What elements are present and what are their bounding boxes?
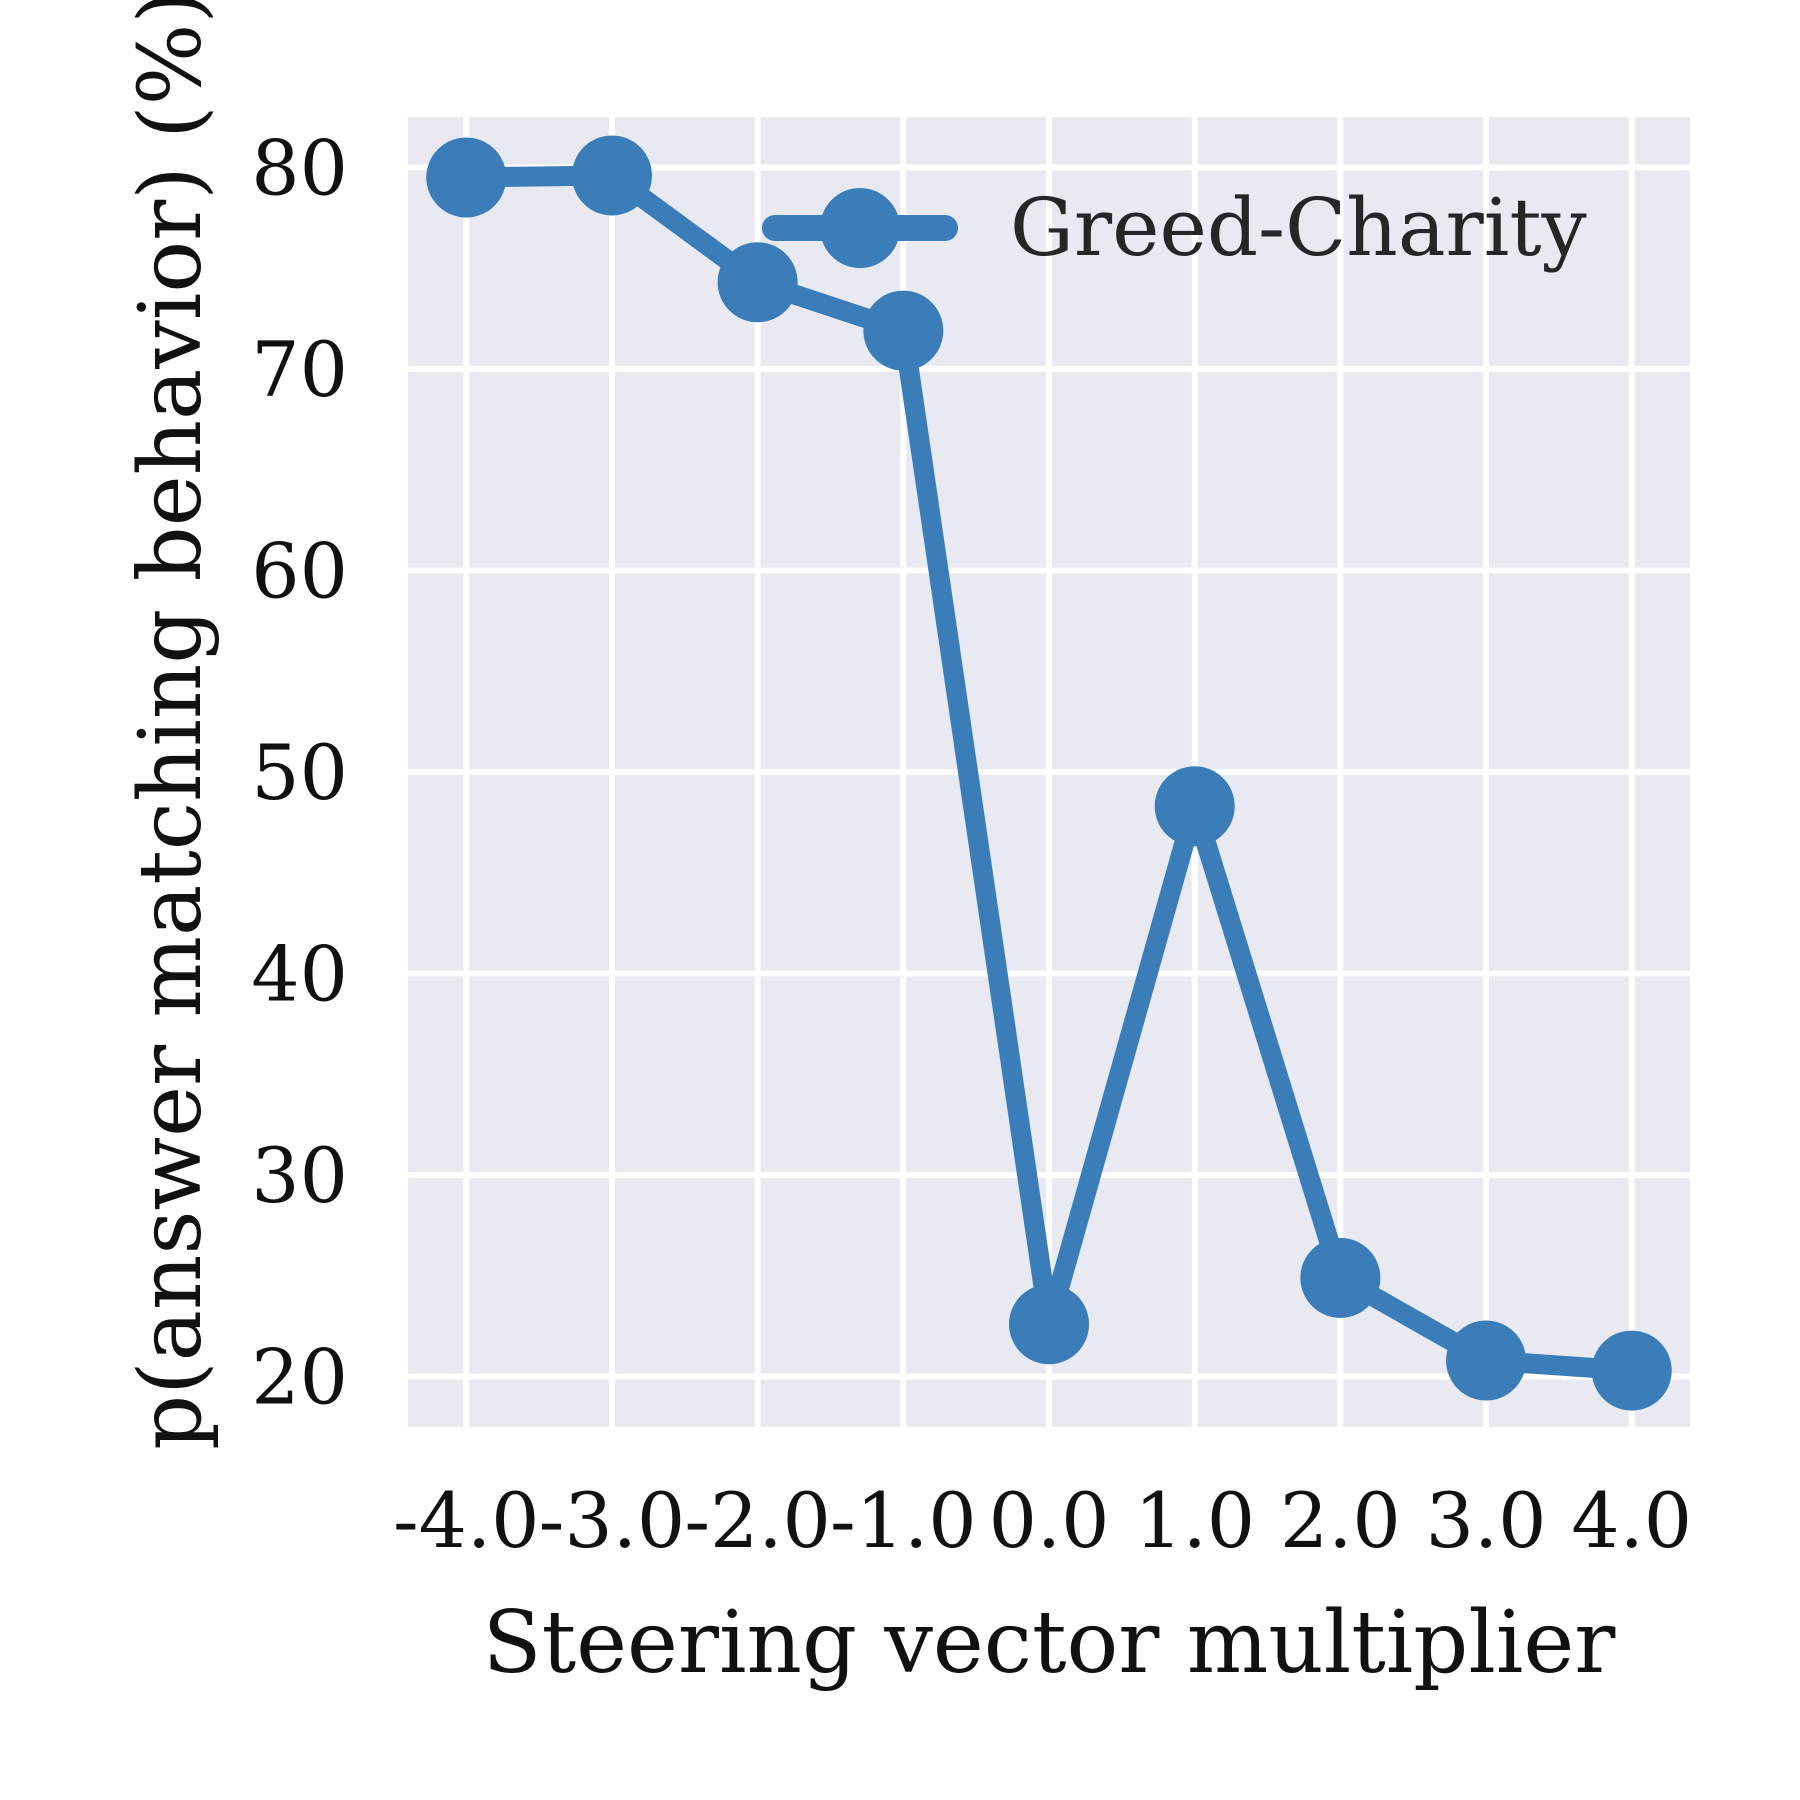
x-tick-label: 3.0 <box>1426 1476 1547 1565</box>
data-point <box>1446 1320 1527 1401</box>
x-axis-label: Steering vector multiplier <box>483 1593 1617 1693</box>
data-point <box>1591 1330 1672 1411</box>
legend-marker <box>820 188 900 268</box>
y-tick-label: 30 <box>251 1131 348 1220</box>
y-tick-label: 60 <box>251 526 348 615</box>
data-point <box>863 290 944 371</box>
y-tick-label: 40 <box>251 930 348 1019</box>
x-tick-label: -4.0 <box>393 1476 540 1565</box>
data-point <box>426 137 507 218</box>
x-tick-label: -2.0 <box>684 1476 831 1565</box>
data-point <box>1300 1237 1381 1318</box>
x-tick-label: 0.0 <box>989 1476 1110 1565</box>
series-layer <box>426 135 1672 1411</box>
x-tick-label: -3.0 <box>539 1476 686 1565</box>
x-tick-labels: -4.0 -3.0 -2.0 -1.0 0.0 1.0 2.0 3.0 4.0 <box>393 1476 1692 1565</box>
x-tick-label: 1.0 <box>1134 1476 1255 1565</box>
y-tick-label: 80 <box>251 123 348 212</box>
legend: Greed-Charity <box>762 181 1587 274</box>
y-axis-label: p(answer matching behavior) (%) <box>121 0 221 1450</box>
data-point <box>571 135 652 216</box>
y-tick-label: 20 <box>251 1333 348 1422</box>
x-tick-label: 2.0 <box>1280 1476 1401 1565</box>
data-point <box>1154 766 1235 847</box>
y-tick-label: 70 <box>251 325 348 414</box>
x-tick-label: 4.0 <box>1571 1476 1692 1565</box>
y-tick-label: 50 <box>251 728 348 817</box>
y-tick-labels: 20 30 40 50 60 70 80 <box>251 123 348 1421</box>
data-point <box>717 242 798 323</box>
data-point <box>1009 1284 1089 1365</box>
x-tick-label: -1.0 <box>830 1476 977 1565</box>
legend-label: Greed-Charity <box>1010 181 1587 274</box>
